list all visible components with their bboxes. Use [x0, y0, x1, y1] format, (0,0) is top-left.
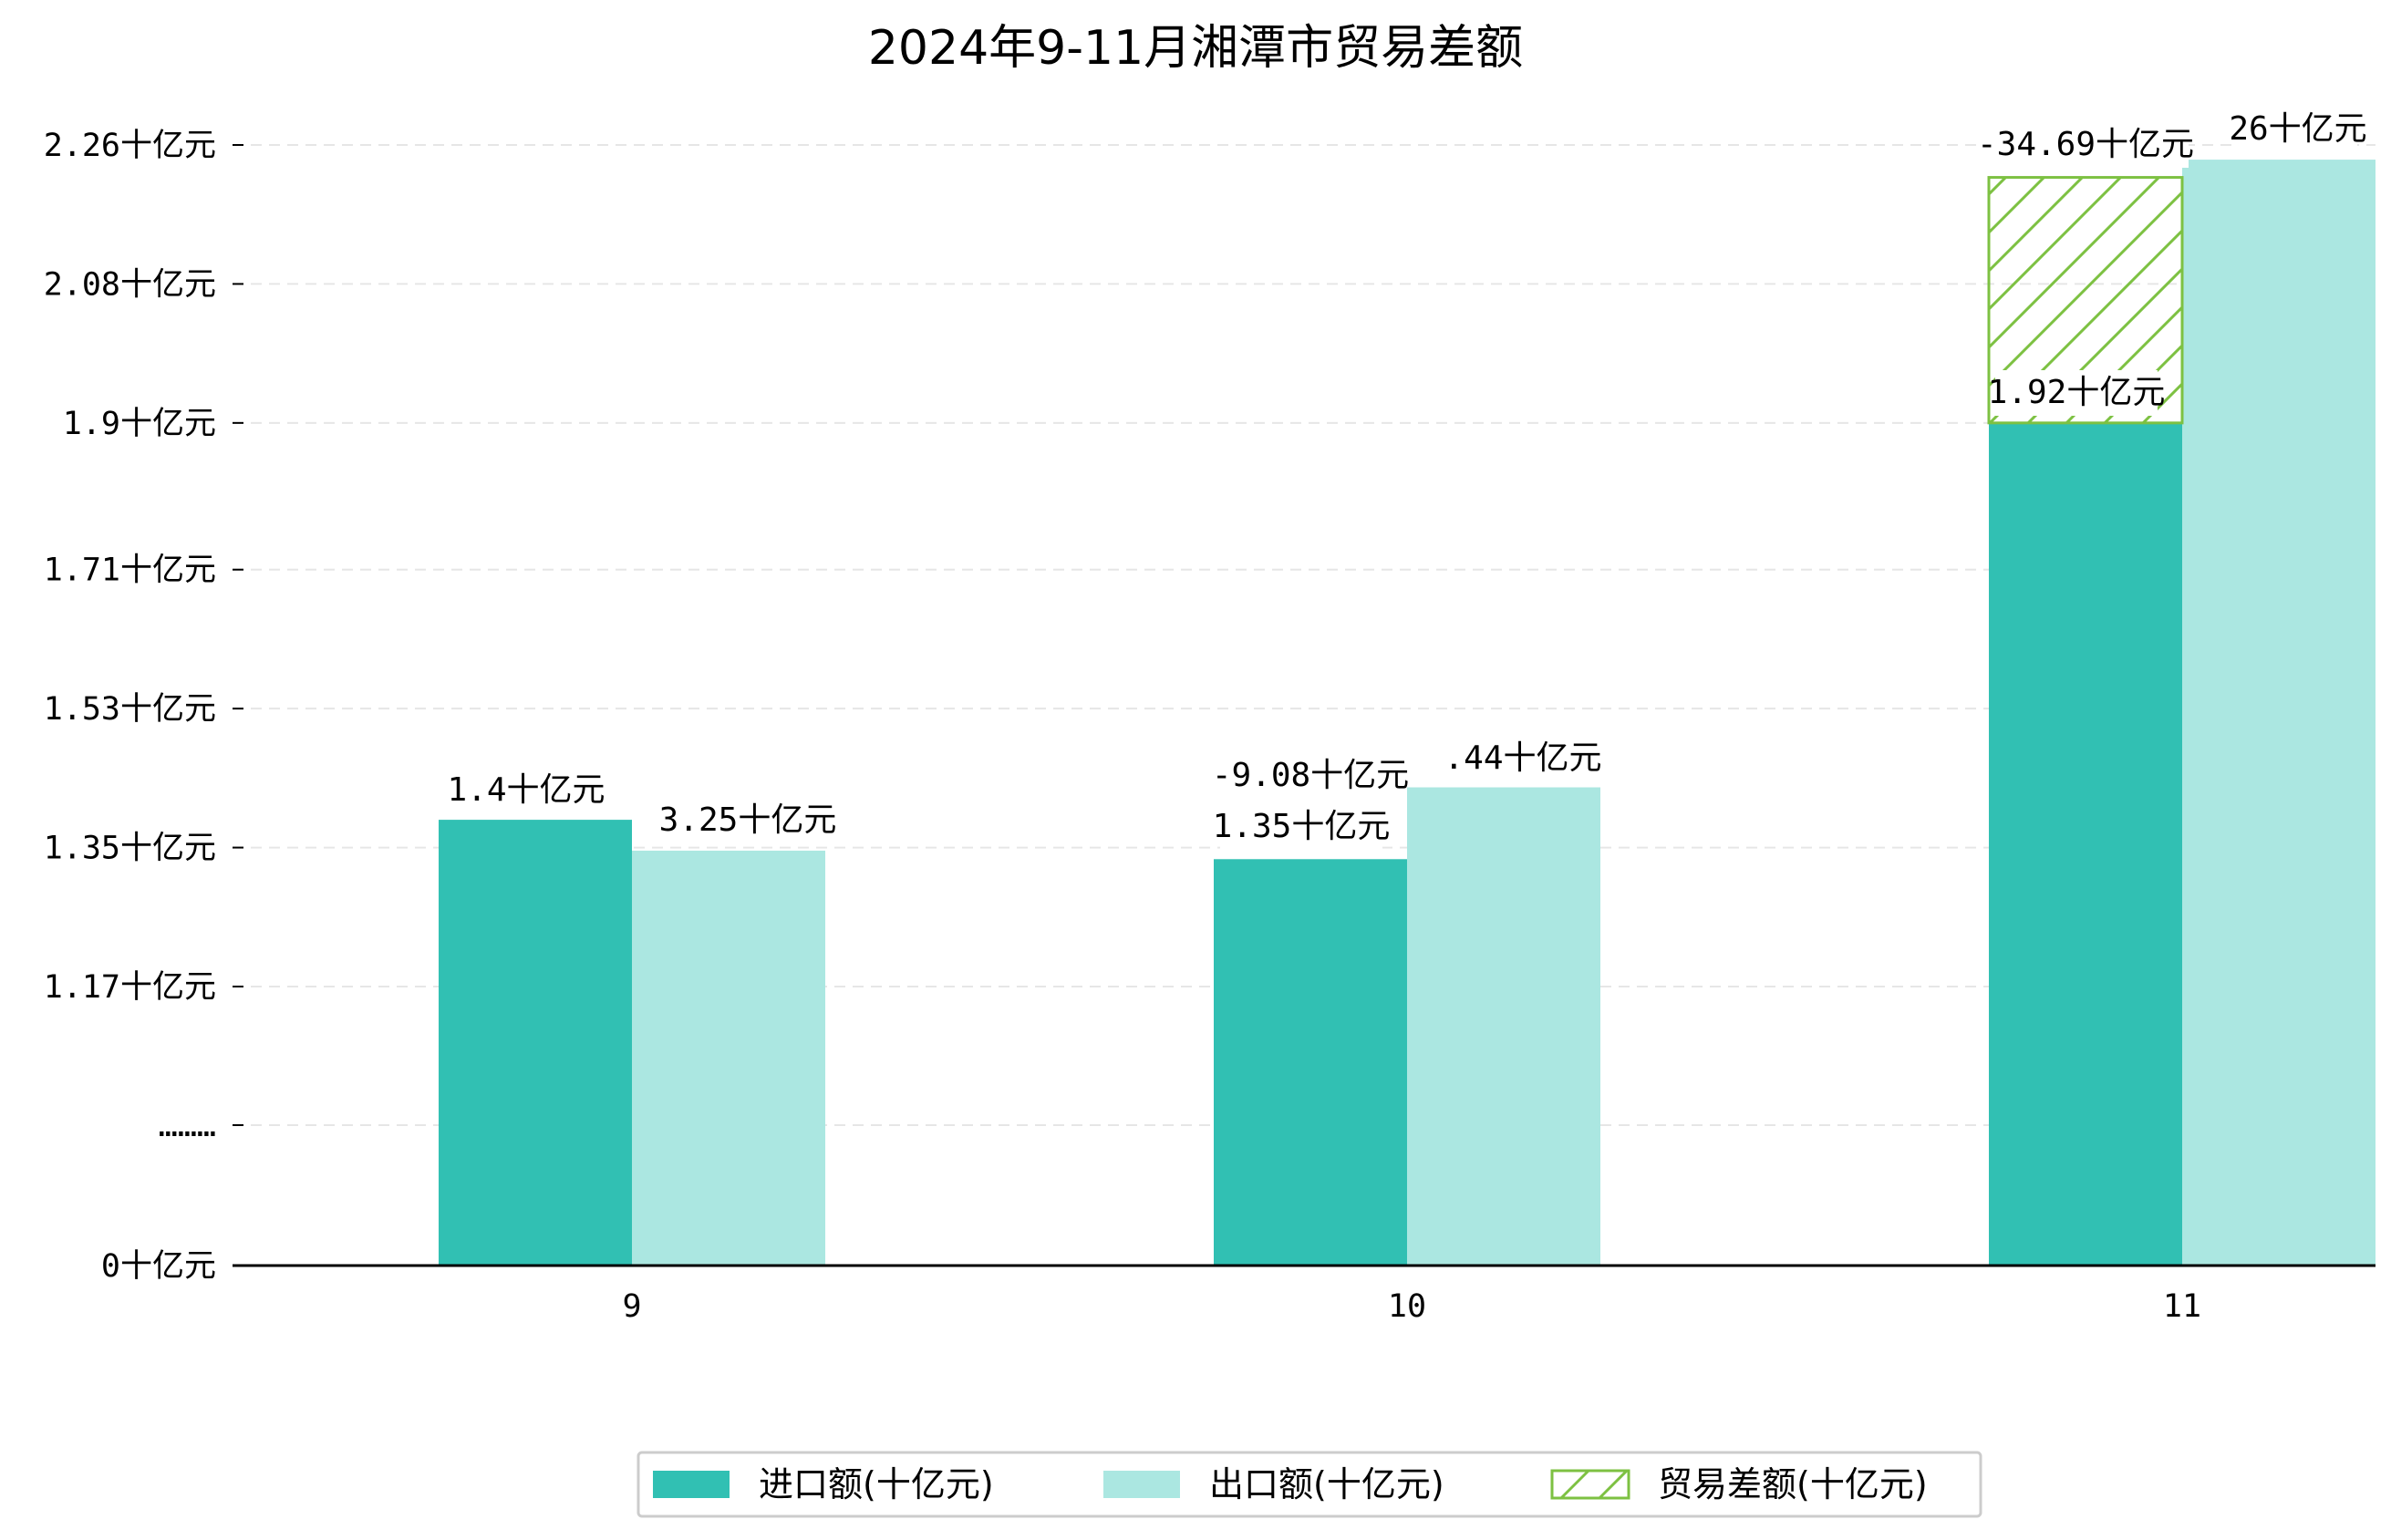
export-bar: [2182, 160, 2375, 1266]
chart-title: 2024年9-11月湘潭市贸易差额: [868, 21, 1523, 76]
y-tick-label: 1.71十亿元: [44, 553, 216, 589]
y-tick-label: 1.9十亿元: [63, 406, 216, 442]
export-label-bg: [667, 798, 829, 843]
legend-hatch-line: [1598, 1469, 1629, 1500]
import-label-text: 1.35十亿元: [1213, 808, 1391, 845]
legend-label: 进口额(十亿元): [759, 1464, 994, 1504]
x-tick-label: 11: [2163, 1288, 2201, 1325]
trade-balance-label: -9.08十亿元: [1212, 753, 1409, 799]
legend-swatch: [1550, 1469, 1630, 1500]
x-tick-label: 10: [1388, 1288, 1426, 1325]
export-label: .44十亿元: [1444, 736, 1602, 781]
export-bar: [1407, 787, 1600, 1266]
trade-balance-label-bg: [1218, 753, 1403, 799]
legend-swatch: [653, 1471, 730, 1498]
import-label: 1.92十亿元: [1988, 370, 2166, 416]
y-tick-label: 2.26十亿元: [44, 128, 216, 164]
y-tick-label: 2.08十亿元: [44, 266, 216, 303]
trade-balance-label: -34.69十亿元: [1977, 122, 2194, 168]
y-tick-label: 1.35十亿元: [44, 831, 216, 867]
legend-swatch: [1103, 1471, 1180, 1498]
legend-label: 出口额(十亿元): [1209, 1464, 1444, 1504]
import-bar: [439, 820, 632, 1266]
legend: 进口额(十亿元) 出口额(十亿元) 贸易差额(十亿元): [637, 1451, 1982, 1518]
y-tick-label: 0十亿元: [101, 1248, 216, 1285]
import-bar: [1989, 422, 2182, 1266]
export-label-bg: [1453, 736, 1593, 781]
import-label-text: 1.92十亿元: [1988, 374, 2166, 411]
import-bar: [1214, 859, 1407, 1266]
legend-import: 进口额(十亿元): [653, 1464, 994, 1504]
legend-label: 贸易差额(十亿元): [1658, 1464, 1928, 1504]
data-labels: -9.08十亿元 -34.69十亿元 3.25十亿元 1.4十亿元 .44十亿元 1.35…: [447, 107, 2367, 850]
trade-balance-label-bg: [1982, 122, 2189, 168]
export-bar: [632, 850, 825, 1266]
trade-balance-label-text: -34.69十亿元: [1977, 126, 2194, 163]
export-label-text: 26十亿元: [2229, 110, 2366, 148]
export-label-text: .44十亿元: [1444, 739, 1601, 777]
legend-hatch-line: [1559, 1469, 1590, 1500]
import-label-bg: [1995, 370, 2158, 416]
x-tick-label: 9: [622, 1288, 641, 1325]
import-label: 1.35十亿元: [1213, 804, 1391, 850]
trade-balance-label-text: -9.08十亿元: [1212, 757, 1409, 794]
import-label-bg: [1220, 804, 1382, 850]
export-label: 3.25十亿元: [659, 798, 837, 843]
axes: 0十亿元 ……… 1.17十亿元 1.35十亿元 1.53十亿元 1.71十亿元 1.9十亿…: [44, 128, 2375, 1325]
y-tick-label: ………: [159, 1108, 216, 1144]
import-label-bg: [456, 768, 596, 813]
import-label: 1.4十亿元: [447, 768, 606, 813]
y-tick-label: 1.53十亿元: [44, 691, 216, 728]
y-tick-label: 1.17十亿元: [44, 969, 216, 1006]
bars: [439, 160, 2375, 1266]
legend-export: 出口额(十亿元): [1103, 1464, 1444, 1504]
import-label-text: 1.4十亿元: [447, 771, 605, 809]
export-label-bg: [2239, 107, 2357, 152]
export-label: 26十亿元: [2229, 107, 2367, 152]
legend-balance: 贸易差额(十亿元): [1550, 1464, 1928, 1504]
export-label-text: 3.25十亿元: [659, 801, 837, 839]
legend-box: [637, 1451, 1982, 1518]
